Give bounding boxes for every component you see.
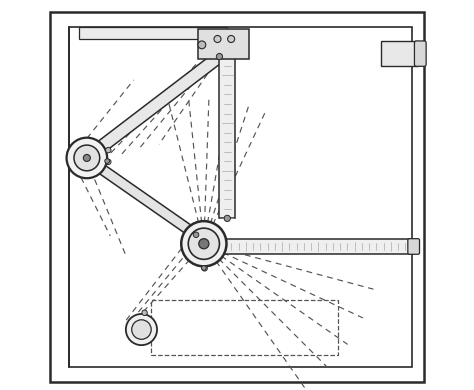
Circle shape bbox=[193, 232, 199, 238]
FancyBboxPatch shape bbox=[414, 41, 426, 66]
Circle shape bbox=[188, 228, 219, 259]
Circle shape bbox=[202, 266, 207, 271]
Bar bbox=[79, 27, 227, 39]
Circle shape bbox=[199, 239, 209, 249]
Bar bbox=[219, 47, 235, 218]
Circle shape bbox=[66, 138, 107, 178]
Bar bbox=[210, 239, 412, 254]
Circle shape bbox=[214, 35, 221, 43]
Circle shape bbox=[83, 154, 91, 161]
Circle shape bbox=[201, 266, 206, 270]
Bar bbox=[69, 27, 412, 367]
Circle shape bbox=[224, 215, 230, 222]
Circle shape bbox=[198, 41, 206, 49]
Circle shape bbox=[106, 147, 111, 153]
Circle shape bbox=[74, 145, 100, 171]
Circle shape bbox=[216, 53, 223, 60]
Circle shape bbox=[106, 159, 111, 165]
Bar bbox=[381, 41, 419, 66]
Circle shape bbox=[132, 320, 151, 339]
Bar bbox=[198, 29, 249, 58]
Polygon shape bbox=[93, 161, 199, 239]
Circle shape bbox=[126, 314, 157, 345]
Circle shape bbox=[105, 159, 109, 163]
Circle shape bbox=[181, 221, 227, 266]
FancyBboxPatch shape bbox=[408, 239, 419, 254]
Circle shape bbox=[228, 35, 235, 43]
Circle shape bbox=[142, 310, 147, 316]
Bar bbox=[151, 300, 338, 355]
Polygon shape bbox=[92, 51, 223, 156]
